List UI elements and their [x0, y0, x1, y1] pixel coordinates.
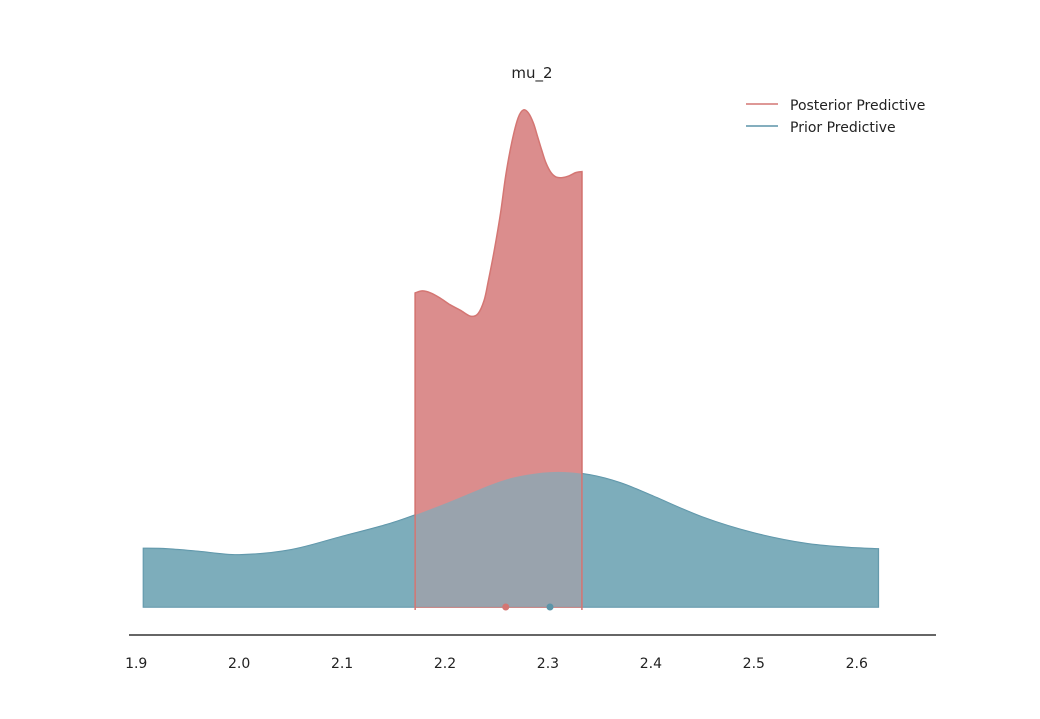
point-estimates: [502, 603, 554, 611]
legend-label-prior: Prior Predictive: [790, 120, 896, 136]
x-tick-label: 2.0: [228, 656, 250, 672]
prior-point-estimate: [546, 603, 554, 611]
x-tick-label: 2.2: [434, 656, 456, 672]
prior-density-overlay: [143, 471, 879, 607]
legend: Posterior Predictive Prior Predictive: [746, 98, 925, 136]
x-tick-label: 2.6: [846, 656, 868, 672]
x-tick-label: 2.1: [331, 656, 353, 672]
chart-title: mu_2: [511, 64, 552, 83]
density-areas: [142, 109, 880, 610]
x-tick-label: 2.5: [743, 656, 765, 672]
legend-label-posterior: Posterior Predictive: [790, 98, 925, 114]
x-tick-label: 1.9: [125, 656, 147, 672]
x-tick-labels: 1.9 2.0 2.1 2.2 2.3 2.4 2.5 2.6: [125, 656, 868, 672]
x-tick-label: 2.3: [537, 656, 559, 672]
x-tick-label: 2.4: [640, 656, 662, 672]
posterior-point-estimate: [502, 603, 510, 611]
